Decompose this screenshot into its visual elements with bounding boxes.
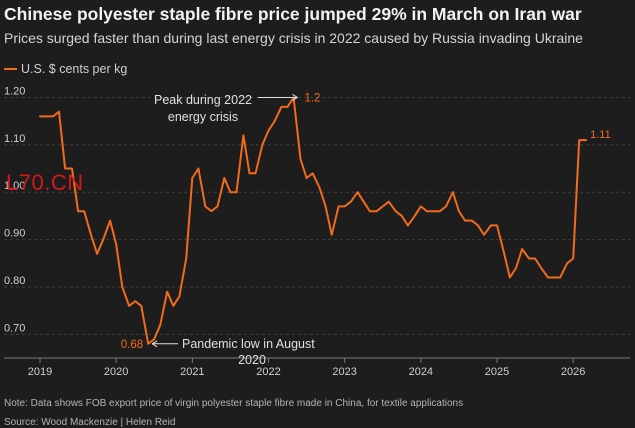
chart-subtitle: Prices surged faster than during last en… xyxy=(4,30,583,46)
x-tick-label: 2025 xyxy=(485,366,509,378)
x-tick-label: 2022 xyxy=(256,366,280,378)
x-tick-label: 2024 xyxy=(409,366,433,378)
x-tick-label: 2019 xyxy=(28,366,52,378)
annotation-low-line1: Pandemic low in August xyxy=(182,337,315,351)
y-tick-label: 0.90 xyxy=(4,228,25,240)
y-tick-label: 1.20 xyxy=(4,85,25,97)
chart-title: Chinese polyester staple fibre price jum… xyxy=(4,4,582,24)
footnote: Note: Data shows FOB export price of vir… xyxy=(4,398,464,409)
x-tick-label: 2026 xyxy=(561,366,585,378)
watermark: L70.CN xyxy=(6,170,84,195)
annotation-peak-line2: energy crisis xyxy=(168,110,238,124)
legend: U.S. $ cents per kg xyxy=(4,62,127,76)
data-label-latest: 1.11 xyxy=(590,129,611,141)
legend-label: U.S. $ cents per kg xyxy=(21,62,128,76)
data-label-low: 0.68 xyxy=(121,339,143,351)
y-tick-label: 0.70 xyxy=(4,322,25,334)
x-tick-label: 2023 xyxy=(332,366,356,378)
source-line: Source: Wood Mackenzie | Helen Reid xyxy=(4,417,176,428)
x-tick-label: 2021 xyxy=(180,366,204,378)
annotation-low-line2: 2020 xyxy=(238,353,266,367)
x-tick-label: 2020 xyxy=(104,366,128,378)
y-tick-label: 1.10 xyxy=(4,133,25,145)
series-line xyxy=(39,96,588,345)
annotation-peak-line1: Peak during 2022 xyxy=(154,93,252,107)
legend-swatch xyxy=(4,68,17,70)
annotation-peak-arrow-head xyxy=(292,94,298,101)
annotation-low-arrow-head xyxy=(151,340,158,348)
y-tick-label: 0.80 xyxy=(4,275,25,287)
y-tick-label: 1.00 xyxy=(4,180,25,192)
data-label-peak: 1.2 xyxy=(304,92,320,104)
